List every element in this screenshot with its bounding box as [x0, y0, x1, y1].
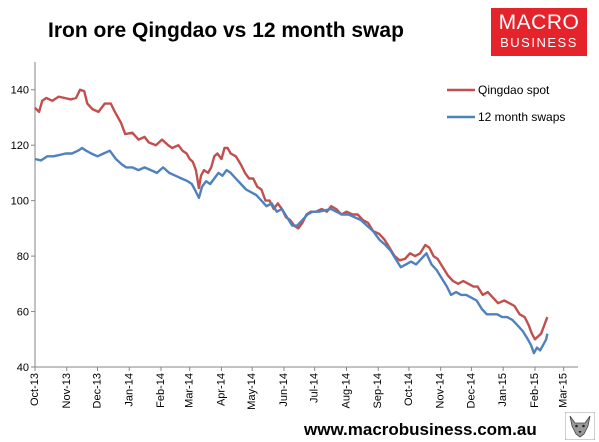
x-tick-label: Aug-14 [340, 373, 352, 408]
x-tick-label: Jan-14 [123, 373, 135, 407]
footer-url: www.macrobusiness.com.au [304, 420, 537, 439]
x-tick-label: May-14 [246, 373, 258, 410]
y-tick-label: 120 [11, 140, 29, 152]
chart-series-layer [34, 88, 549, 355]
y-tick-label: 80 [17, 251, 29, 263]
series-line-qingdao-spot [34, 88, 549, 341]
y-tick-label: 140 [11, 85, 29, 97]
x-tick-label: Nov-13 [61, 373, 73, 408]
legend-label: Qingdao spot [478, 83, 550, 97]
x-tick-label: Oct-14 [403, 373, 415, 406]
y-tick-label: 100 [11, 196, 29, 208]
wolf-icon [565, 412, 595, 440]
y-tick-label: 60 [17, 307, 29, 319]
logo-line-business: BUSINESS [500, 35, 578, 50]
y-tick-label: 40 [17, 362, 29, 374]
chart-axes: 40 60 80 100 120 140 Oct-13 Nov-13 Dec-13 Jan-14 F… [11, 62, 578, 410]
x-tick-label: Oct-13 [29, 373, 41, 406]
x-tick-label: Jul-14 [309, 373, 321, 403]
x-tick-label: Mar-14 [184, 373, 196, 408]
x-tick-label: Dec-14 [465, 373, 477, 408]
legend-label: 12 month swaps [478, 110, 565, 124]
chart-title: Iron ore Qingdao vs 12 month swap [48, 19, 404, 42]
x-tick-label: Dec-13 [91, 373, 103, 408]
x-tick-label: Nov-14 [435, 373, 447, 408]
x-tick-label: Jun-14 [278, 373, 290, 407]
x-tick-label: Jan-15 [497, 373, 509, 407]
macrobusiness-logo: MACRO BUSINESS [491, 8, 587, 56]
logo-line-macro: MACRO [498, 11, 580, 34]
x-tick-label: Sep-14 [372, 373, 384, 408]
series-line-12-month-swaps [34, 146, 549, 355]
x-tick-label: Apr-14 [215, 373, 227, 406]
x-tick-label: Feb-15 [529, 373, 541, 408]
chart-legend: Qingdao spot 12 month swaps [447, 83, 565, 124]
x-tick-label: Mar-15 [558, 373, 570, 408]
x-tick-label: Feb-14 [155, 373, 167, 408]
